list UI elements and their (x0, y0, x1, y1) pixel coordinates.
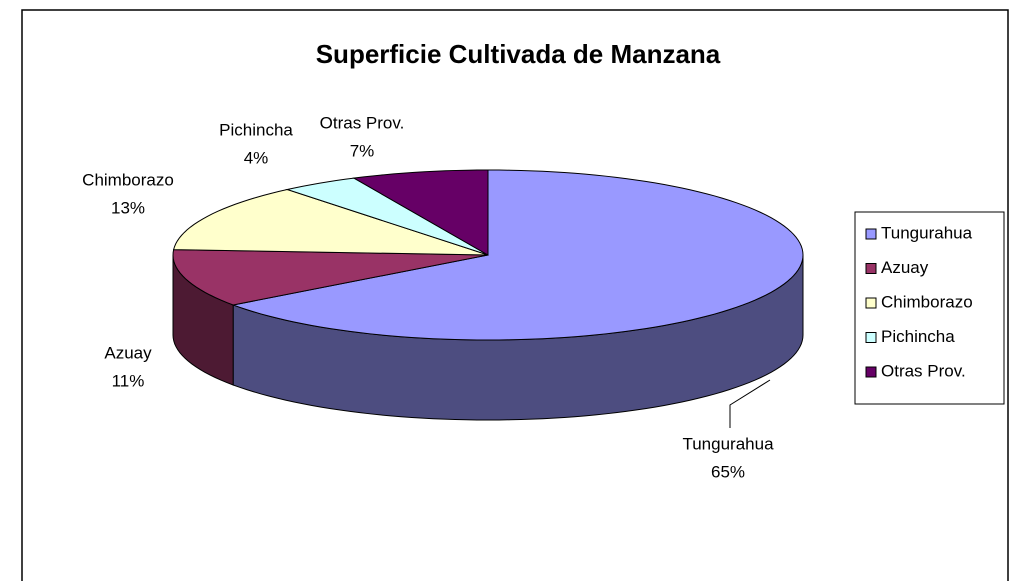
legend-label: Tungurahua (881, 223, 973, 242)
legend-label: Otras Prov. (881, 361, 966, 380)
data-label-value: 4% (244, 148, 269, 167)
pie-slice (172, 249, 489, 306)
pie-slice (231, 169, 804, 341)
data-label-name: Otras Prov. (320, 113, 405, 132)
pie-slice (352, 169, 489, 256)
legend-swatch (865, 297, 877, 309)
data-label-name: Tungurahua (682, 434, 774, 453)
data-label-name: Pichincha (219, 120, 293, 139)
pie-slice (285, 177, 489, 256)
legend-label: Chimborazo (881, 292, 973, 311)
legend-label: Azuay (881, 258, 929, 277)
leader-line (729, 379, 771, 428)
data-label-name: Chimborazo (82, 170, 174, 189)
legend-box (854, 211, 1005, 405)
legend-swatch (865, 263, 877, 274)
data-label-value: 7% (350, 141, 375, 160)
chart-title: Superficie Cultivada de Manzana (316, 39, 721, 69)
legend-swatch (865, 228, 877, 240)
data-label-value: 13% (111, 198, 145, 217)
data-label-value: 65% (711, 462, 745, 481)
data-label-name: Azuay (104, 343, 152, 362)
pie-slice (172, 188, 489, 256)
legend-swatch (865, 366, 877, 378)
legend-label: Pichincha (881, 327, 955, 346)
legend-swatch (865, 332, 877, 343)
data-label-value: 11% (112, 371, 145, 390)
